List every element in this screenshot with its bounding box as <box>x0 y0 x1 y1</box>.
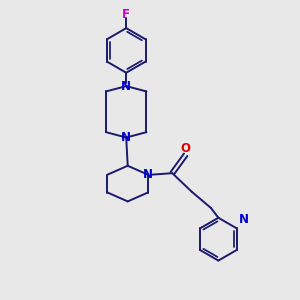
Text: N: N <box>143 168 153 181</box>
Text: N: N <box>121 80 131 93</box>
Text: O: O <box>181 142 191 155</box>
Text: N: N <box>121 131 131 144</box>
Text: N: N <box>239 213 249 226</box>
Text: F: F <box>122 8 130 21</box>
